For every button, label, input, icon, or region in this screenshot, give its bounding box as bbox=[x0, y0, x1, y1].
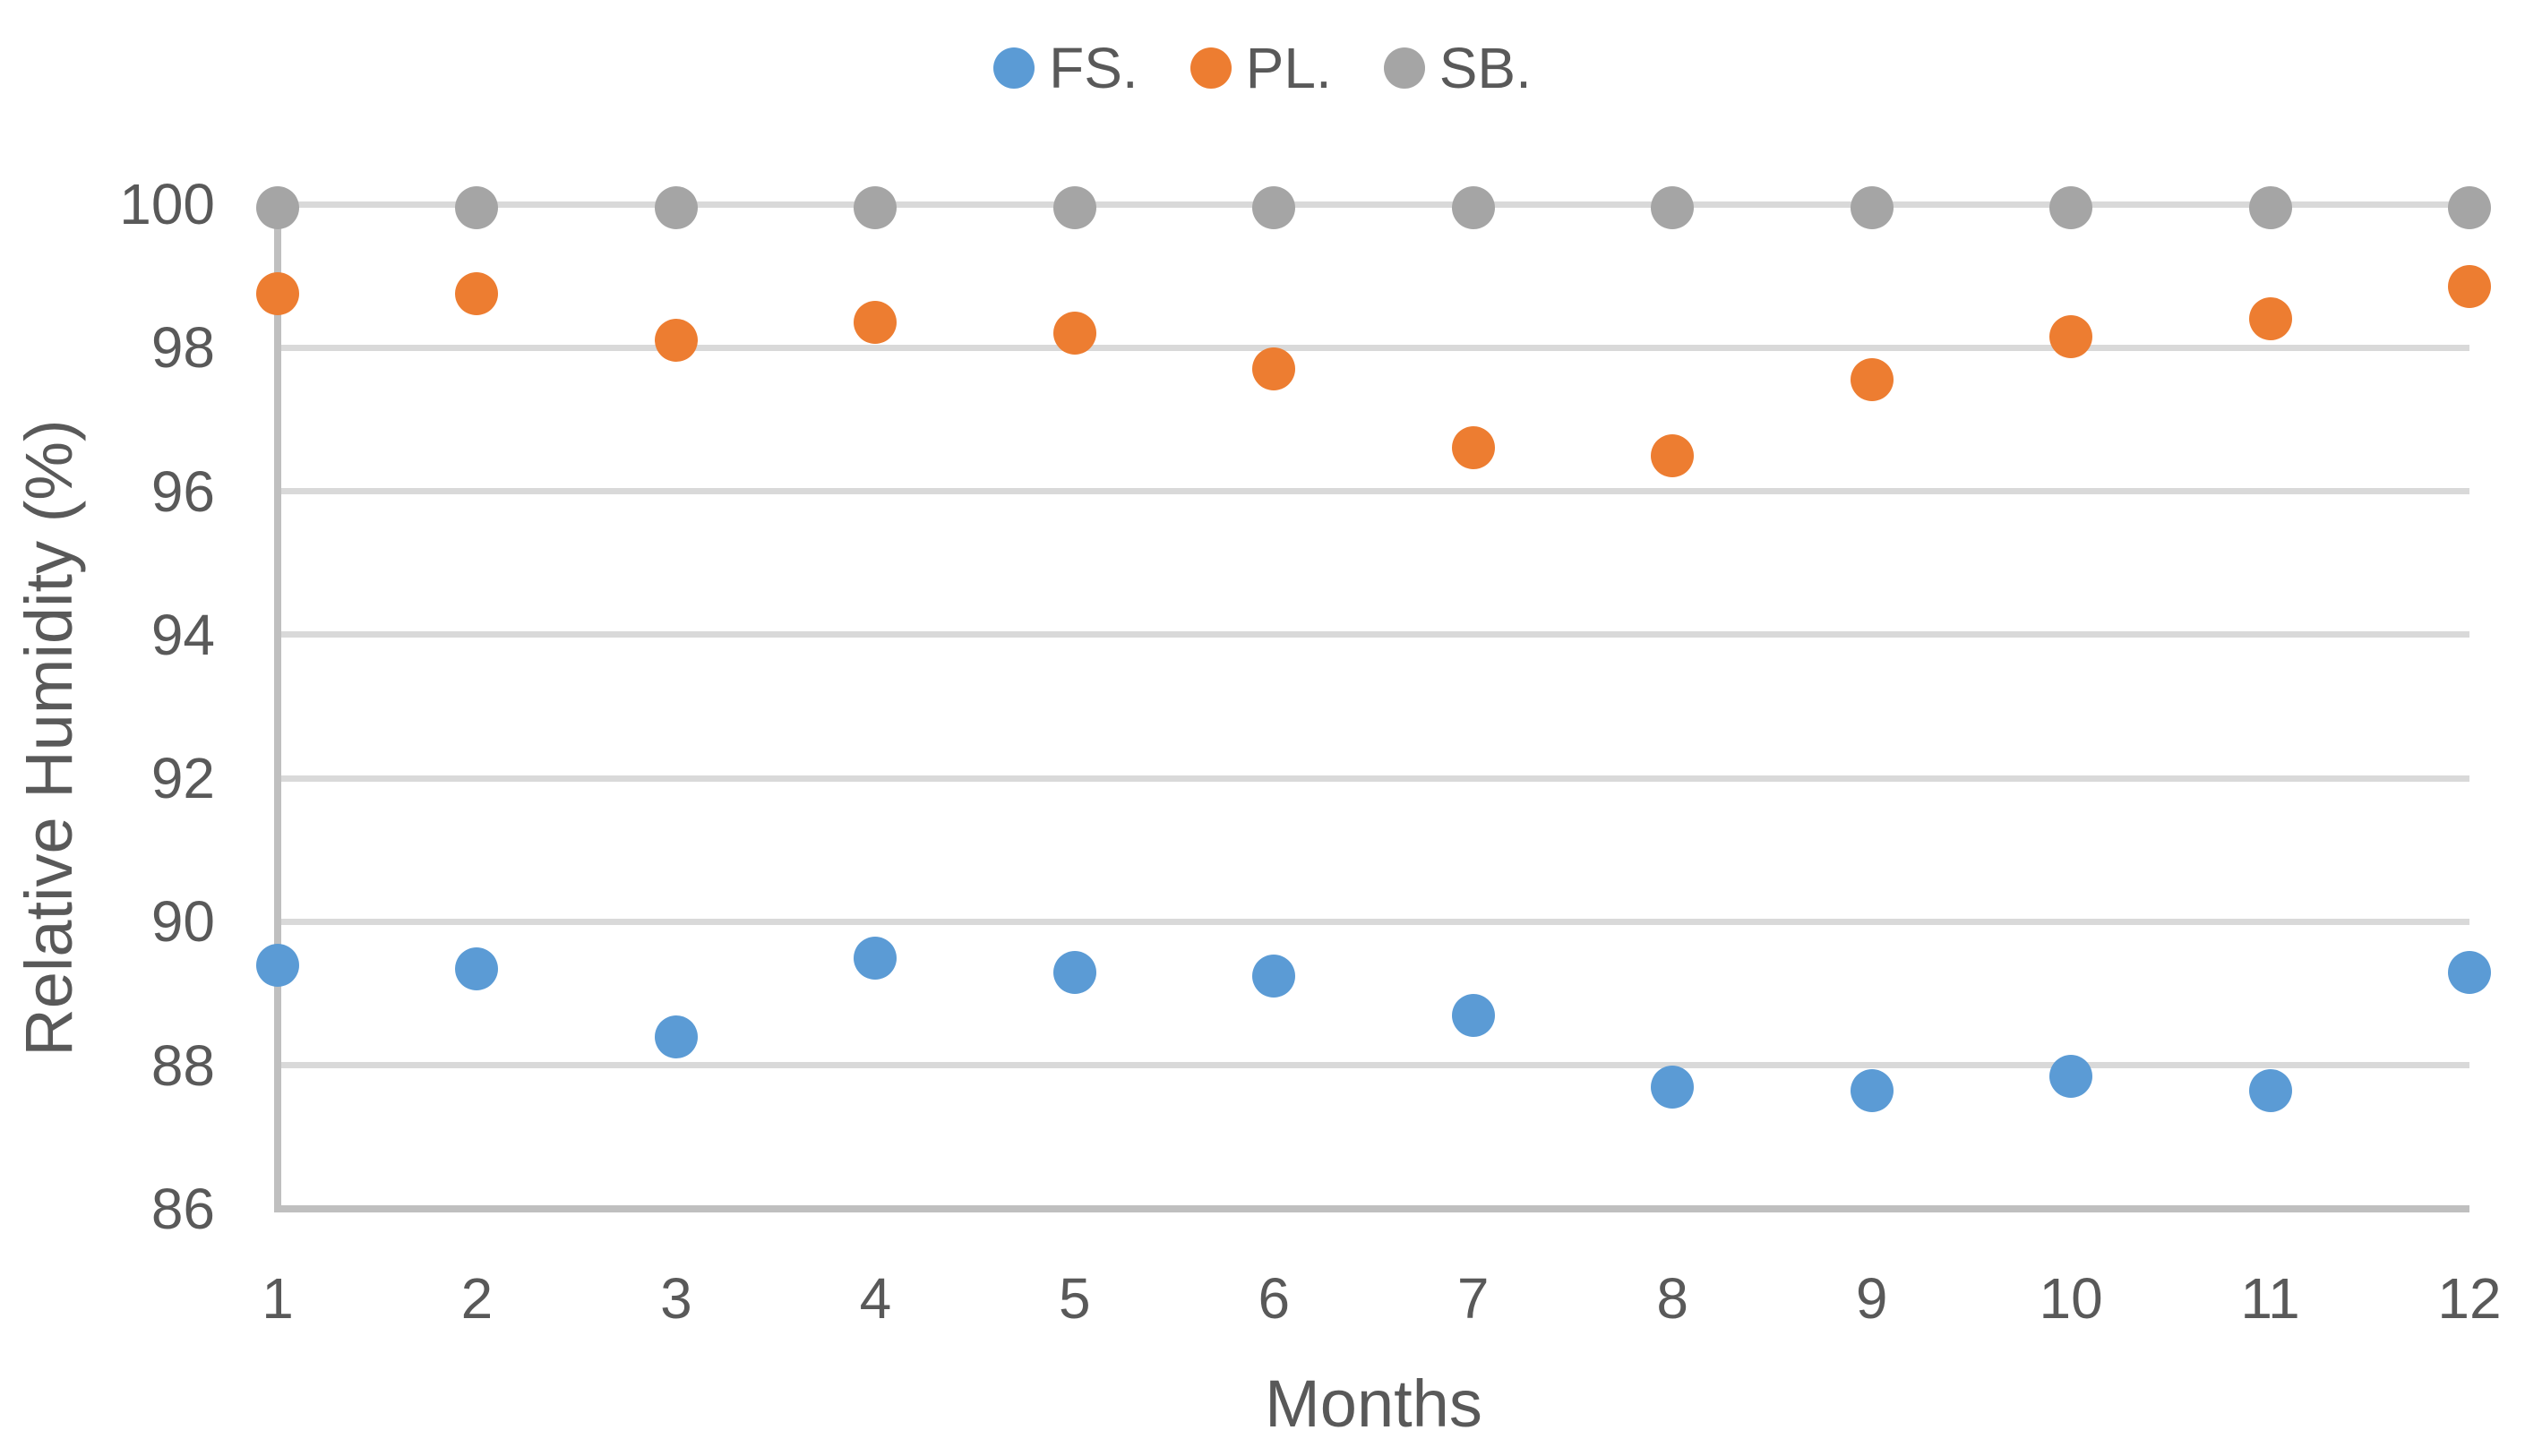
data-point-FS-6 bbox=[1252, 954, 1296, 998]
x-axis-line bbox=[278, 1205, 2469, 1212]
x-tick-label: 7 bbox=[1456, 1266, 1490, 1331]
y-tick-label: 98 bbox=[150, 315, 215, 381]
data-point-PL-1 bbox=[256, 272, 299, 316]
data-point-PL-8 bbox=[1651, 433, 1695, 477]
x-tick-label: 8 bbox=[1656, 1266, 1688, 1331]
legend-label: SB. bbox=[1439, 36, 1532, 100]
data-point-PL-2 bbox=[455, 272, 499, 316]
gridline bbox=[278, 488, 2469, 495]
data-point-PL-12 bbox=[2448, 265, 2491, 309]
x-tick-label: 2 bbox=[460, 1266, 494, 1331]
data-point-SB-3 bbox=[654, 186, 698, 229]
y-tick-label: 88 bbox=[150, 1032, 215, 1098]
data-point-PL-6 bbox=[1252, 347, 1296, 391]
data-point-PL-5 bbox=[1052, 312, 1096, 355]
data-point-SB-10 bbox=[2049, 186, 2093, 229]
x-tick-label: 4 bbox=[859, 1266, 892, 1331]
data-point-PL-11 bbox=[2248, 297, 2292, 341]
gridline bbox=[278, 918, 2469, 925]
data-point-FS-9 bbox=[1850, 1068, 1894, 1112]
gridline bbox=[278, 1062, 2469, 1069]
data-point-SB-6 bbox=[1252, 186, 1296, 229]
data-point-FS-8 bbox=[1651, 1065, 1695, 1109]
y-axis-line bbox=[274, 204, 281, 1212]
data-point-FS-7 bbox=[1451, 993, 1495, 1037]
data-point-SB-1 bbox=[256, 186, 299, 229]
x-tick-label: 11 bbox=[2240, 1266, 2300, 1331]
y-tick-label: 92 bbox=[150, 746, 215, 811]
data-point-PL-3 bbox=[654, 319, 698, 363]
data-point-SB-9 bbox=[1850, 186, 1894, 229]
x-tick-label: 12 bbox=[2437, 1266, 2502, 1331]
gridline bbox=[278, 201, 2469, 208]
data-point-PL-7 bbox=[1451, 426, 1495, 470]
legend-swatch-icon bbox=[993, 47, 1035, 89]
data-point-FS-11 bbox=[2248, 1068, 2292, 1112]
data-point-SB-2 bbox=[455, 186, 499, 229]
x-tick-label: 5 bbox=[1059, 1266, 1091, 1331]
y-tick-label: 86 bbox=[150, 1177, 215, 1241]
legend-item-SB: SB. bbox=[1383, 36, 1532, 100]
data-point-FS-12 bbox=[2448, 950, 2491, 994]
data-point-SB-4 bbox=[854, 186, 897, 229]
x-axis-title: Months bbox=[1265, 1366, 1482, 1441]
data-point-SB-7 bbox=[1451, 186, 1495, 229]
y-tick-label: 100 bbox=[119, 172, 215, 236]
legend-label: PL. bbox=[1245, 36, 1332, 100]
y-tick-label: 94 bbox=[150, 602, 215, 667]
gridline bbox=[278, 631, 2469, 638]
data-point-FS-10 bbox=[2049, 1054, 2093, 1098]
data-point-FS-5 bbox=[1052, 950, 1096, 994]
data-point-PL-9 bbox=[1850, 358, 1894, 402]
data-point-SB-8 bbox=[1651, 186, 1695, 229]
legend-swatch-icon bbox=[1189, 47, 1232, 89]
x-tick-label: 9 bbox=[1855, 1266, 1888, 1331]
data-point-SB-5 bbox=[1052, 186, 1096, 229]
x-tick-label: 6 bbox=[1258, 1266, 1291, 1331]
legend-item-FS: FS. bbox=[993, 39, 1138, 97]
y-tick-label: 90 bbox=[150, 889, 215, 955]
data-point-FS-2 bbox=[455, 946, 499, 990]
data-point-PL-4 bbox=[854, 301, 897, 345]
legend-label: FS. bbox=[1049, 36, 1138, 100]
x-tick-label: 10 bbox=[2039, 1266, 2103, 1331]
data-point-FS-4 bbox=[854, 936, 897, 980]
x-tick-label: 1 bbox=[262, 1266, 294, 1331]
data-point-FS-3 bbox=[654, 1015, 698, 1058]
data-point-PL-10 bbox=[2049, 315, 2093, 359]
data-point-FS-1 bbox=[256, 943, 299, 987]
x-tick-label: 3 bbox=[660, 1266, 692, 1331]
data-point-SB-12 bbox=[2448, 186, 2491, 229]
gridline bbox=[278, 344, 2469, 351]
y-tick-label: 96 bbox=[150, 458, 215, 524]
chart-legend: FS. PL. SB. bbox=[0, 39, 2525, 97]
gridline bbox=[278, 775, 2469, 782]
data-point-SB-11 bbox=[2248, 186, 2292, 229]
legend-swatch-icon bbox=[1383, 47, 1425, 89]
legend-item-PL: PL. bbox=[1189, 36, 1332, 100]
